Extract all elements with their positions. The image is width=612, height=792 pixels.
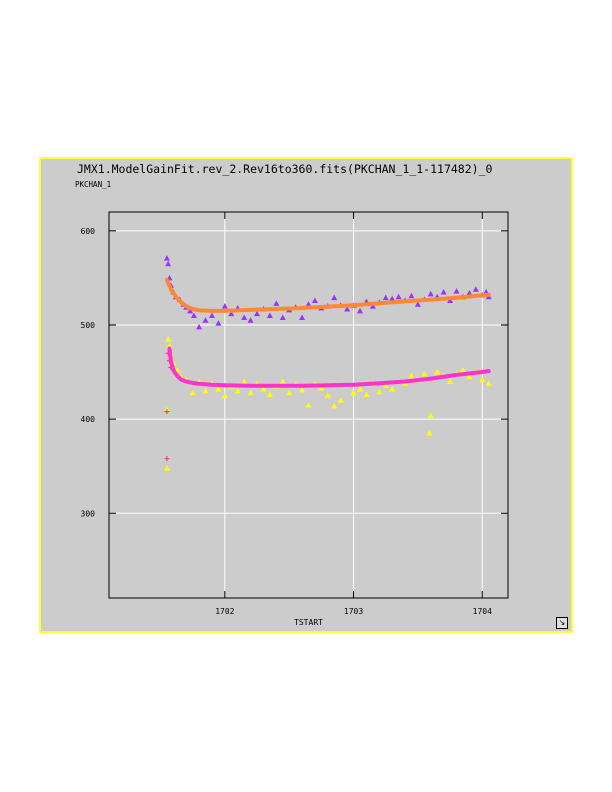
- data-point: [459, 367, 466, 373]
- fit-line-4: [167, 346, 491, 388]
- data-point: [426, 430, 433, 436]
- data-point: [466, 289, 473, 296]
- data-point: [247, 389, 254, 396]
- data-point: [215, 385, 222, 392]
- data-point: [408, 292, 415, 299]
- data-point: [247, 317, 254, 323]
- data-point: [421, 370, 428, 377]
- data-point: [318, 385, 325, 391]
- chart-title: JMX1.ModelGainFit.rev_2.Rev16to360.fits(…: [77, 162, 493, 176]
- data-point: [165, 260, 172, 267]
- data-point: [350, 389, 357, 396]
- data-point: [202, 317, 209, 323]
- data-point: [414, 301, 421, 307]
- y-tick-label: 400: [81, 415, 96, 424]
- data-point: [447, 378, 454, 384]
- resize-arrow-icon[interactable]: ↘: [556, 617, 568, 629]
- data-point: [164, 456, 170, 462]
- y-tick-label: 300: [81, 509, 96, 518]
- data-point: [190, 312, 197, 319]
- data-point: [228, 310, 235, 317]
- data-point: [382, 294, 389, 301]
- data-point: [427, 412, 434, 418]
- data-point: [324, 392, 331, 399]
- data-point: [165, 336, 172, 342]
- data-point: [163, 255, 170, 261]
- x-axis-label: TSTART: [294, 618, 323, 627]
- data-point: [363, 391, 370, 398]
- data-point: [389, 295, 396, 302]
- data-point: [472, 286, 479, 292]
- y-tick-label: 600: [81, 227, 96, 236]
- data-point: [221, 303, 228, 309]
- data-point: [189, 389, 196, 396]
- data-point: [440, 289, 447, 295]
- data-point: [466, 373, 473, 380]
- data-point: [273, 300, 280, 306]
- data-point: [376, 388, 383, 395]
- fit-line-3: [164, 277, 491, 313]
- data-point: [266, 391, 273, 398]
- data-point: [221, 392, 228, 399]
- x-tick-label: 1704: [473, 607, 492, 616]
- data-point: [196, 323, 203, 330]
- y-axis-label: PKCHAN_1: [75, 180, 112, 189]
- data-point: [434, 369, 441, 375]
- data-point: [166, 342, 173, 349]
- data-point: [279, 314, 286, 320]
- data-point: [163, 465, 170, 471]
- data-point: [453, 288, 460, 294]
- data-point: [389, 385, 396, 392]
- data-point: [208, 312, 215, 319]
- data-point: [286, 389, 293, 396]
- data-point: [479, 376, 486, 383]
- plot-window: JMX1.ModelGainFit.rev_2.Rev16to360.fits(…: [39, 157, 573, 633]
- data-point: [202, 387, 209, 394]
- data-point: [395, 293, 402, 300]
- data-point: [427, 290, 434, 297]
- data-point: [260, 385, 267, 392]
- x-tick-label: 1702: [215, 607, 234, 616]
- data-point: [382, 382, 389, 388]
- data-point: [331, 294, 338, 301]
- y-tick-label: 500: [81, 321, 96, 330]
- data-point: [266, 312, 273, 319]
- data-point: [331, 402, 338, 409]
- data-point: [241, 378, 248, 384]
- data-point: [305, 301, 312, 307]
- data-point: [187, 307, 194, 314]
- data-point: [447, 297, 454, 303]
- data-point: [305, 402, 312, 408]
- plot-border: [108, 211, 509, 599]
- data-point: [311, 297, 318, 303]
- data-point: [299, 386, 306, 393]
- data-point: [485, 380, 492, 386]
- data-point: [356, 307, 363, 314]
- data-point: [279, 378, 286, 384]
- data-point: [215, 320, 222, 326]
- data-point: [241, 314, 248, 320]
- data-point: [299, 314, 306, 320]
- x-tick-label: 1703: [344, 607, 363, 616]
- data-point: [344, 305, 351, 312]
- chart-svg: 300 400 500 600 1702 1703 1704 TSTART: [81, 211, 509, 627]
- data-point: [234, 387, 241, 394]
- data-point: [337, 397, 344, 403]
- data-point: [356, 385, 363, 392]
- data-point: [254, 310, 261, 317]
- data-point: [408, 372, 415, 379]
- data-point: [369, 303, 376, 309]
- data-point: [164, 409, 170, 415]
